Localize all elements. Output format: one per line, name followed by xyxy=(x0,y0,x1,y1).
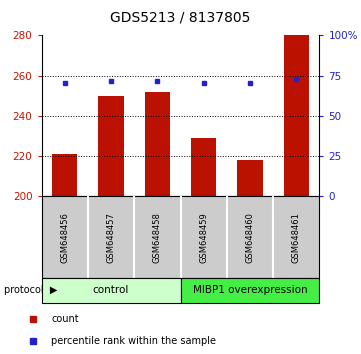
Bar xyxy=(42,278,180,303)
Text: GDS5213 / 8137805: GDS5213 / 8137805 xyxy=(110,11,251,25)
Bar xyxy=(284,35,309,196)
Bar xyxy=(145,92,170,196)
Text: percentile rank within the sample: percentile rank within the sample xyxy=(51,336,216,346)
Bar xyxy=(237,160,263,196)
Text: control: control xyxy=(93,285,129,295)
Text: GSM648459: GSM648459 xyxy=(199,212,208,263)
Text: GSM648457: GSM648457 xyxy=(106,212,116,263)
Text: count: count xyxy=(51,314,79,324)
Text: GSM648458: GSM648458 xyxy=(153,212,162,263)
Text: protocol  ▶: protocol ▶ xyxy=(4,285,57,295)
Bar xyxy=(52,154,77,196)
Bar xyxy=(180,278,319,303)
Bar xyxy=(98,96,124,196)
Text: GSM648460: GSM648460 xyxy=(245,212,255,263)
Bar xyxy=(191,138,216,196)
Text: GSM648456: GSM648456 xyxy=(60,212,69,263)
Text: GSM648461: GSM648461 xyxy=(292,212,301,263)
Text: MIBP1 overexpression: MIBP1 overexpression xyxy=(193,285,307,295)
